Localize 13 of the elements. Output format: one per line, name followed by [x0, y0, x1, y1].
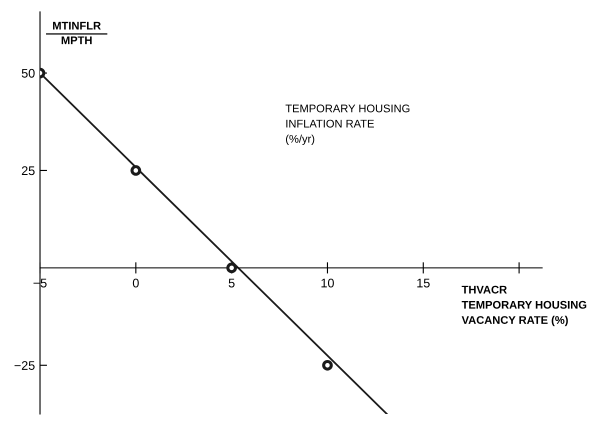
x-tick-label: 0 — [132, 278, 139, 288]
point — [130, 165, 142, 176]
y-axis-title: MTINFLR MPTH — [53, 22, 101, 44]
point — [322, 360, 333, 371]
point — [226, 262, 237, 274]
y-tick-label: −25 — [14, 361, 35, 370]
y-tick-label: 25 — [22, 166, 35, 176]
x-tick-label: 15 — [417, 278, 430, 288]
x-tick-label: 5 — [228, 278, 235, 288]
annotation: TEMPORARY HOUSING INFLATION RATE (%/yr) — [286, 104, 410, 145]
x-axis-title: THVACR TEMPORARY HOUSING VACANCY RATE (%) — [462, 286, 586, 326]
x-tick-label: 10 — [321, 278, 334, 288]
y-tick-label: 50 — [22, 68, 35, 78]
